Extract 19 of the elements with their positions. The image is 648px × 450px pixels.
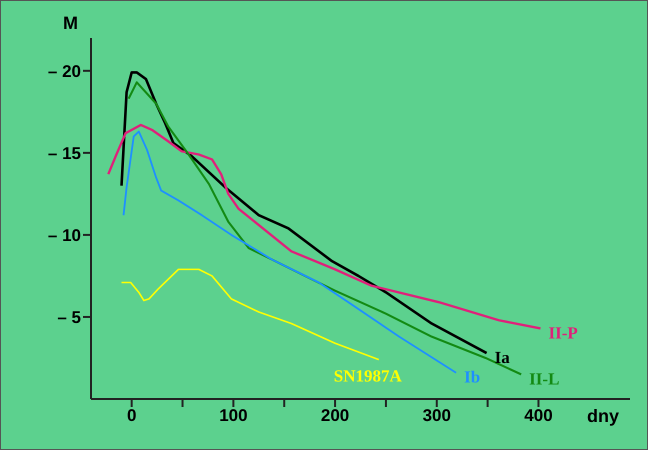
x-tick-label: 0 [126, 406, 136, 426]
x-tick-label: 200 [320, 406, 350, 426]
line-series [107, 124, 542, 330]
series-label: SN1987A [334, 366, 403, 386]
y-tick-label: – 10 [48, 226, 81, 245]
series-label: II-L [529, 369, 560, 388]
line-series [120, 268, 380, 360]
x-tick-label: 300 [422, 406, 451, 426]
x-tick-label: 100 [219, 406, 248, 426]
series-label: II-P [548, 323, 578, 342]
y-tick-label: – 5 [57, 308, 81, 327]
x-axis-title: dny [587, 406, 620, 427]
y-axis-title: M [63, 13, 78, 34]
y-tick-label: – 20 [48, 62, 81, 81]
x-tick-label: 400 [524, 406, 553, 426]
series-label: Ia [494, 348, 510, 368]
line-series [120, 71, 488, 354]
y-tick-label: – 15 [48, 144, 81, 163]
series-label: Ib [464, 368, 480, 387]
